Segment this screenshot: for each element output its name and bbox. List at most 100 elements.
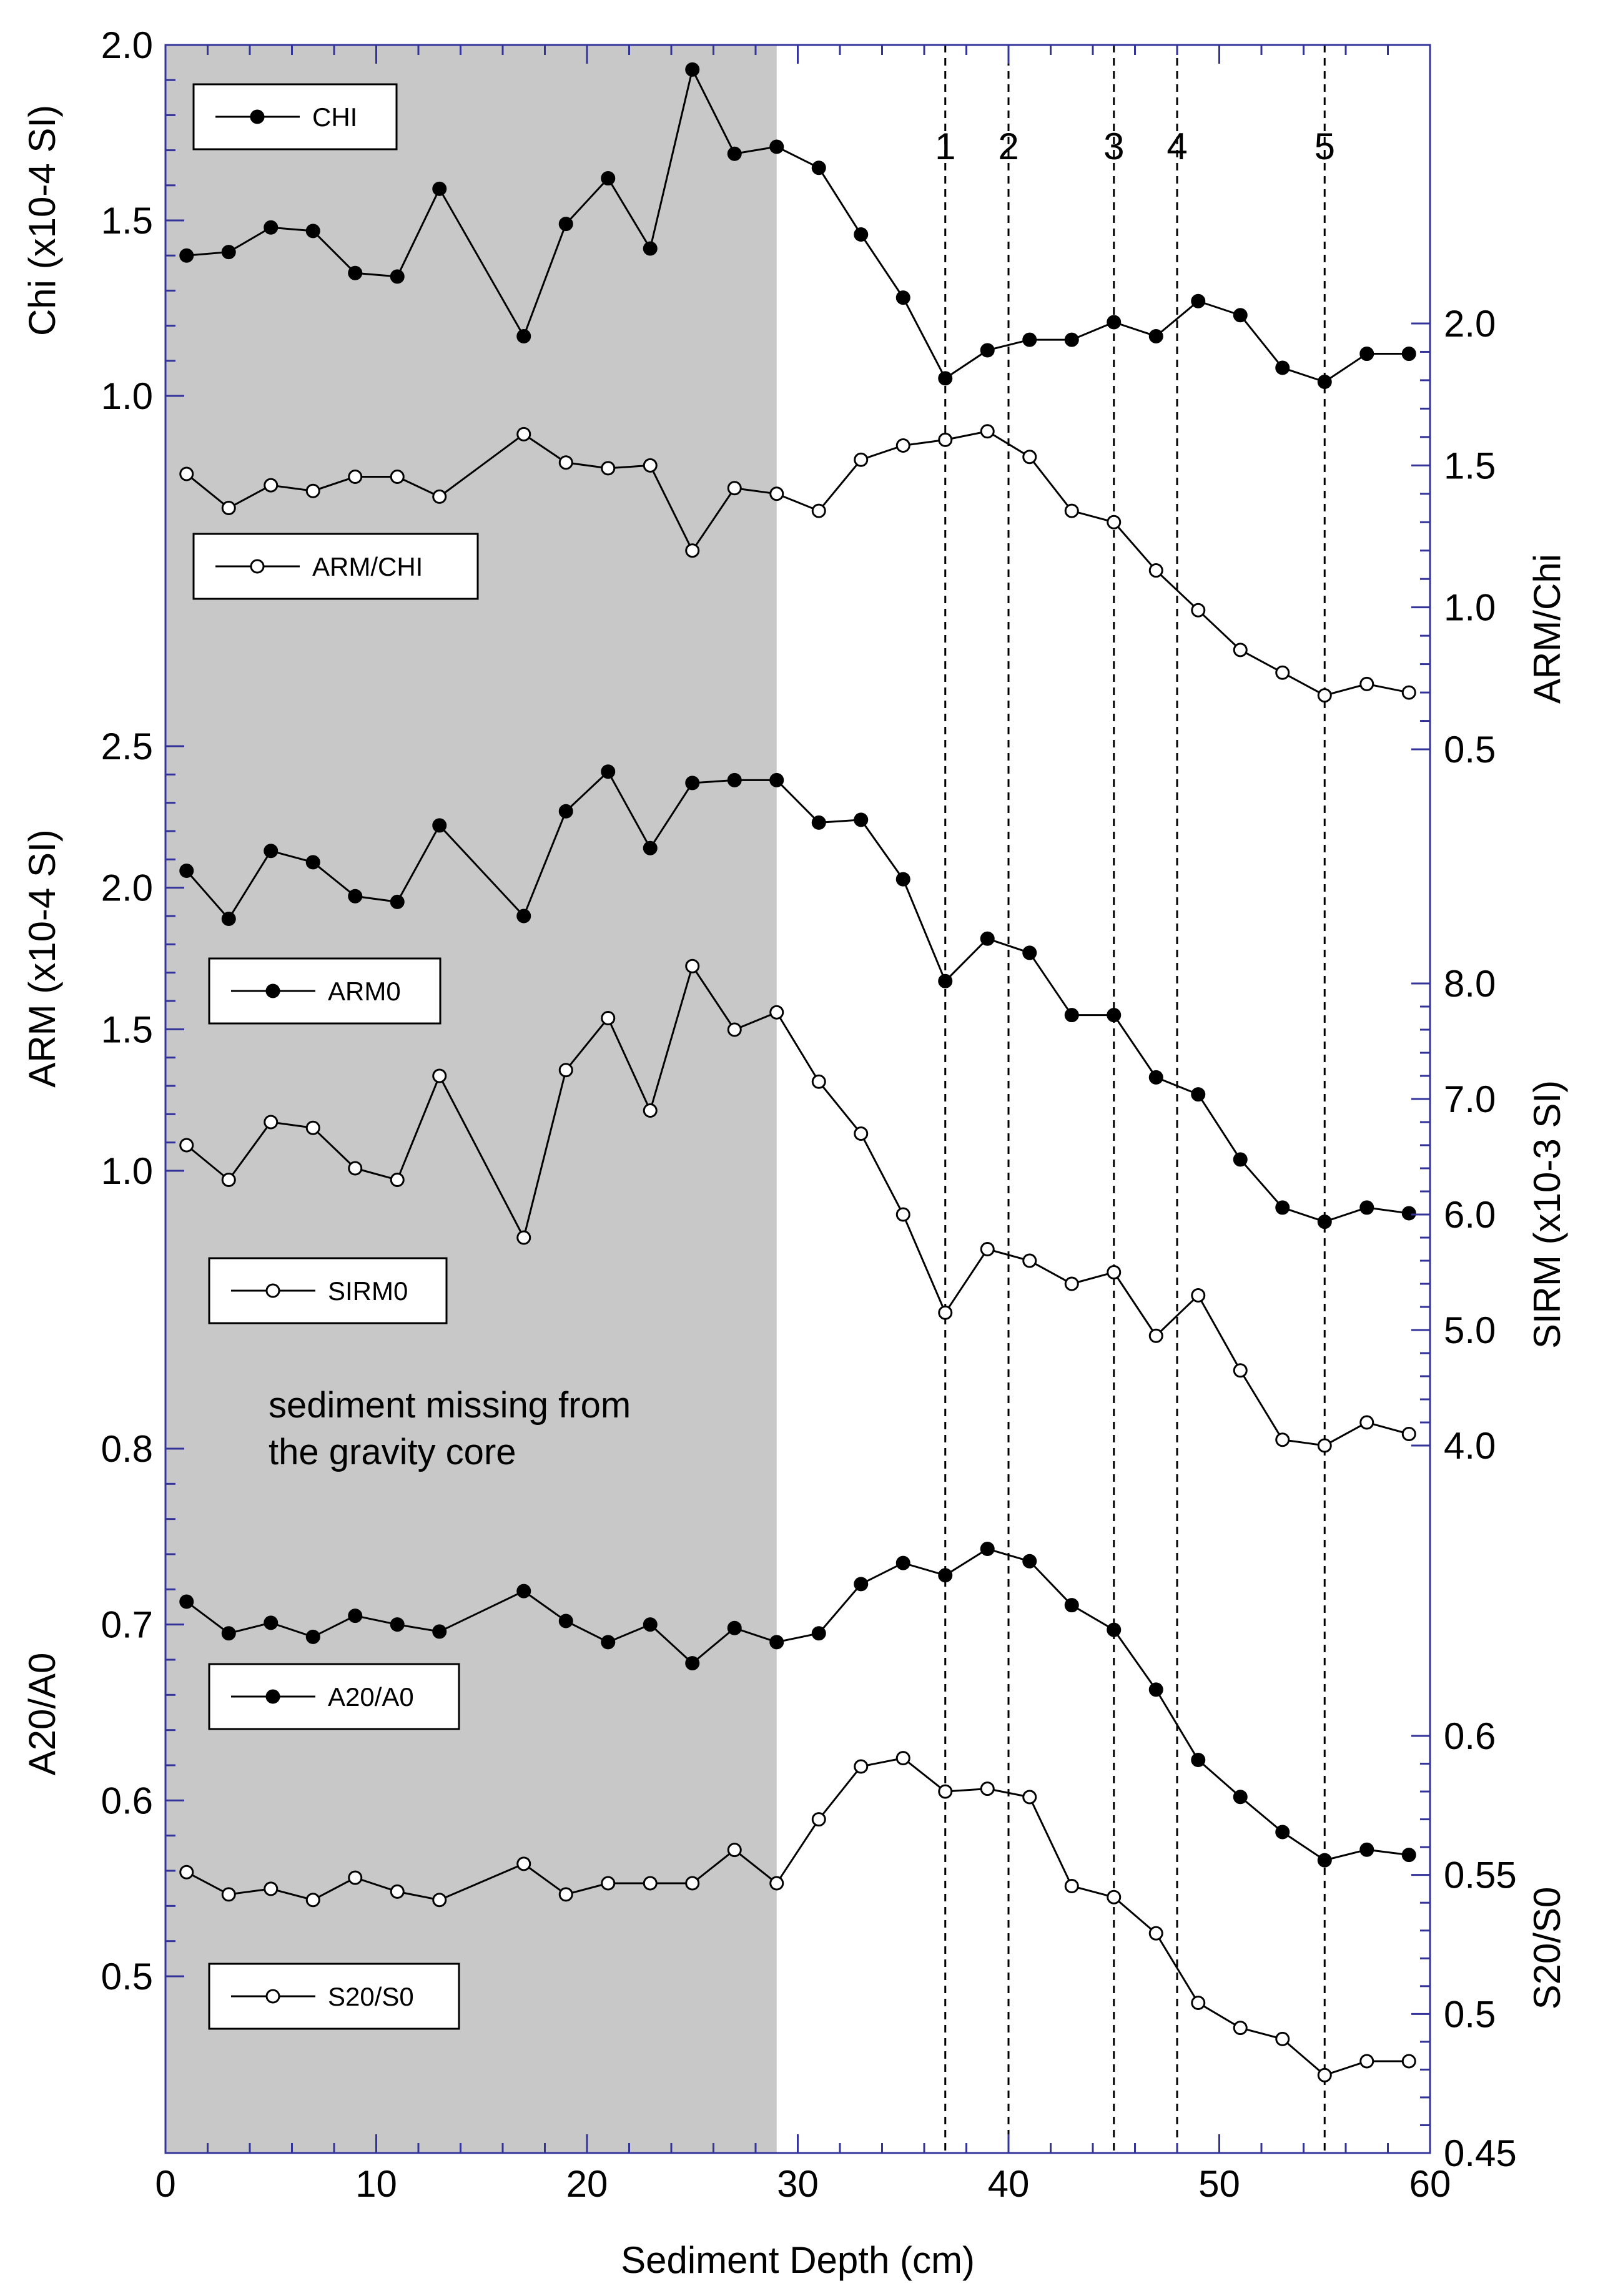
data-point [1359,2054,1374,2069]
marker-label-3: 3 [1103,126,1124,167]
data-point [264,478,279,493]
data-point [811,1074,826,1089]
data-point [854,1759,869,1774]
x-tick-label: 50 [1198,2163,1240,2205]
data-point [1233,308,1248,323]
right-axis-title: ARM/Chi [1526,554,1568,704]
data-point [980,931,995,946]
legend-swatch-marker [250,109,265,124]
data-point [179,1594,194,1609]
data-point [1107,1622,1122,1637]
data-point [1317,2067,1332,2082]
right-tick-label: 0.5 [1444,1993,1496,2035]
series-arm-chi [179,424,1416,703]
data-point [854,1126,869,1141]
data-point [221,912,236,927]
data-point [516,1856,531,1871]
data-point [1148,328,1163,343]
data-point [1359,676,1374,691]
data-point [1022,450,1037,465]
data-point [1064,332,1079,347]
left-tick-label: 1.0 [101,1150,153,1192]
data-point [1317,1215,1332,1229]
data-point [1317,1438,1332,1453]
data-point [264,1115,279,1130]
right-tick-label: 0.45 [1444,2132,1517,2174]
marker-label-2: 2 [998,126,1019,167]
data-point [558,1063,573,1078]
data-point [685,776,700,791]
legend-sirm0: SIRM0 [208,1257,448,1324]
data-point [727,146,742,161]
legend-label: S20/S0 [328,1982,414,2011]
left-tick-label: 0.6 [101,1780,153,1821]
legend-chi: CHI [192,83,398,150]
legend-swatch-marker [265,1689,280,1704]
data-point [221,245,236,260]
data-point [264,1881,279,1896]
left-tick-label: 2.0 [101,867,153,909]
data-point [558,1887,573,1902]
data-point [179,1138,194,1153]
data-point [1359,347,1374,362]
data-point [516,426,531,441]
data-point [727,1620,742,1635]
data-point [769,139,784,154]
data-point [1148,1682,1163,1697]
data-point [1359,1415,1374,1430]
shade-note-line: the gravity core [269,1432,516,1472]
data-point [221,1173,236,1187]
data-point [516,1230,531,1245]
data-point [1107,515,1122,530]
data-point [264,220,279,235]
data-point [685,1656,700,1671]
data-point [390,269,405,284]
data-point [390,1884,405,1899]
marker-label-5: 5 [1315,126,1335,167]
data-point [432,818,447,833]
data-point [1275,1825,1290,1840]
data-point [432,1893,447,1908]
right-axis-title: SIRM (x10-3 SI) [1526,1080,1568,1349]
data-point [601,764,616,779]
legend-arm0: ARM0 [208,957,441,1025]
data-point [1064,503,1079,518]
data-point [895,1555,910,1570]
data-point [854,1577,869,1592]
data-point [601,1635,616,1650]
data-point [1022,945,1037,960]
data-point [1275,2031,1290,2046]
data-point [179,466,194,481]
data-point [1191,293,1206,308]
data-point [938,1568,953,1583]
data-point [1107,1890,1122,1904]
right-tick-label: 6.0 [1444,1194,1496,1236]
data-point [558,455,573,470]
data-point [1317,1853,1332,1868]
data-point [1107,1008,1122,1023]
data-point [727,1022,742,1037]
data-point [769,486,784,501]
left-axis-title: Chi (x10-4 SI) [21,105,63,336]
data-point [643,1617,658,1632]
data-point [643,840,658,855]
data-point [305,224,320,239]
missing-sediment-shade [165,45,777,2153]
data-point [1317,375,1332,390]
data-point [1107,315,1122,330]
data-point [1275,1200,1290,1215]
shade-note-line: sediment missing from [269,1385,631,1426]
series-s20-s0 [179,1751,1416,2082]
data-point [854,812,869,827]
data-point [1064,1598,1079,1613]
data-point [348,265,363,280]
data-point [1191,603,1206,618]
data-point [558,1614,573,1628]
data-series [179,62,1416,2082]
legend-arm-chi: ARM/CHI [192,533,479,600]
data-point [938,973,953,988]
data-point [1233,1152,1248,1167]
data-point [1317,688,1332,703]
data-point [432,181,447,196]
right-tick-label: 0.6 [1444,1715,1496,1757]
